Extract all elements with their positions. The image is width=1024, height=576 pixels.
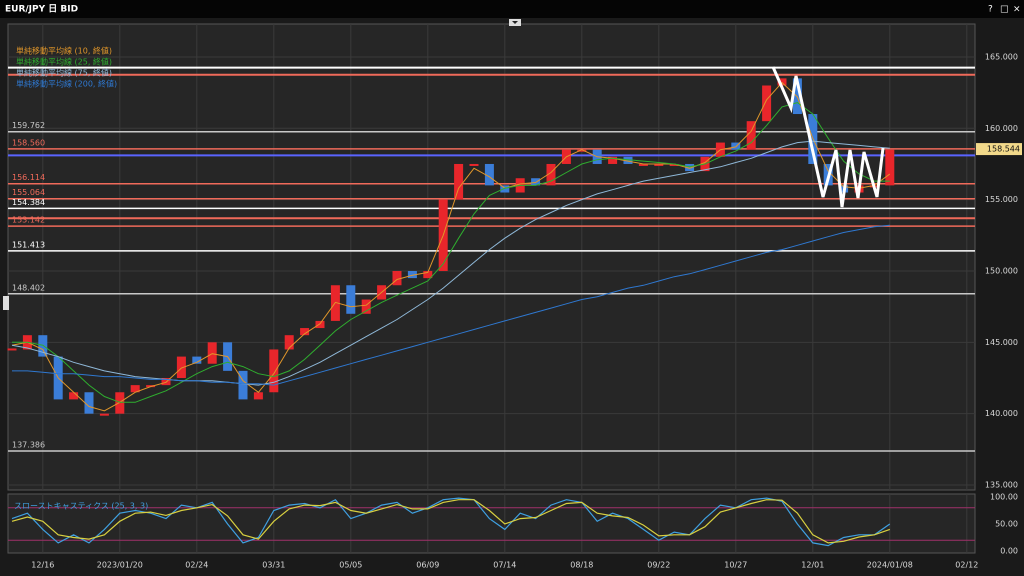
pattern-drawing	[771, 66, 885, 208]
candle	[885, 149, 895, 186]
x-tick-label: 08/18	[570, 561, 593, 570]
last-price-box	[976, 143, 1022, 156]
candle	[746, 121, 756, 150]
candle	[669, 163, 679, 166]
moving-average-line	[12, 102, 890, 403]
maximize-button[interactable]: □	[1000, 5, 1009, 15]
x-tick-label: 09/22	[647, 561, 670, 570]
candle	[577, 149, 587, 152]
x-tick-label: 05/05	[339, 561, 362, 570]
candle	[207, 342, 217, 364]
candle	[608, 156, 618, 164]
candle	[685, 163, 695, 172]
candle	[253, 392, 263, 400]
candle	[300, 328, 310, 336]
title-bar	[0, 0, 1024, 18]
candle	[176, 356, 186, 378]
candle	[7, 348, 17, 351]
level-label: 153.142	[12, 216, 45, 225]
candle	[792, 78, 802, 115]
y-tick-label: 145.000	[985, 338, 1018, 347]
level-label: 158.560	[12, 138, 45, 147]
candle	[731, 142, 741, 150]
candle	[192, 356, 202, 364]
y-tick-label: 140.000	[985, 409, 1018, 418]
x-tick-label: 10/27	[724, 561, 747, 570]
candle	[130, 385, 140, 393]
stochastic-line	[11, 499, 890, 544]
level-label: 151.413	[12, 240, 45, 249]
moving-average-line	[11, 140, 890, 386]
y-tick-label: 165.000	[985, 52, 1018, 61]
candle	[284, 335, 294, 350]
x-tick-label: 2024/01/08	[867, 561, 913, 570]
candle	[762, 85, 772, 122]
legend-entry: 単純移動平均線 (25, 終値)	[16, 57, 112, 67]
candle	[84, 392, 94, 414]
level-label: 156.114	[12, 173, 45, 182]
candle	[531, 178, 541, 186]
candle	[361, 299, 371, 314]
x-tick-label: 02/24	[185, 561, 208, 570]
collapse-icon	[512, 21, 518, 24]
side-tab[interactable]	[3, 296, 9, 310]
candle	[38, 335, 48, 357]
candle	[423, 270, 433, 279]
x-tick-label: 06/09	[416, 561, 439, 570]
candle	[269, 349, 279, 393]
y-tick-label: 150.000	[985, 266, 1018, 275]
candle	[69, 392, 79, 400]
moving-average-line	[11, 81, 891, 412]
candle	[623, 156, 633, 164]
last-price-label: 158.544	[987, 145, 1020, 154]
legend-entry: 単純移動平均線 (200, 終値)	[16, 79, 117, 89]
y-tick-label: 135.000	[985, 481, 1018, 490]
main-panel	[7, 23, 976, 491]
candle	[315, 320, 325, 329]
x-tick-label: 2023/01/20	[97, 561, 143, 570]
y-tick-label: 50.00	[995, 520, 1018, 529]
candle	[407, 270, 417, 279]
level-label: 154.384	[12, 198, 45, 207]
y-tick-label: 100.00	[990, 493, 1018, 502]
candle	[500, 185, 510, 193]
x-tick-label: 12/16	[31, 561, 54, 570]
candle	[238, 370, 248, 400]
legend-entry: 単純移動平均線 (10, 終値)	[16, 46, 112, 56]
stochastic-line	[11, 497, 891, 547]
candle	[392, 270, 402, 286]
candle	[454, 163, 464, 200]
candle	[654, 163, 664, 166]
window-title: EUR/JPY 日 BID	[5, 4, 78, 15]
legend-entry: 単純移動平均線 (75, 終値)	[16, 68, 112, 78]
x-tick-label: 07/14	[493, 561, 516, 570]
candle	[546, 163, 556, 186]
level-label: 148.402	[12, 283, 45, 292]
candle	[484, 163, 494, 186]
help-button[interactable]: ?	[988, 5, 993, 15]
close-button[interactable]: ×	[1013, 5, 1021, 15]
x-tick-label: 03/31	[262, 561, 285, 570]
stochastic-title: スローストキャスティクス (25, 3, 3)	[14, 502, 148, 511]
y-tick-label: 160.000	[985, 124, 1018, 133]
plot-layer: 12/16 2023/01/20 02/24 03/31 05/05 06/09 07/14…	[7, 24, 1022, 570]
level-label: 159.762	[12, 121, 45, 130]
moving-average-line	[12, 224, 890, 386]
level-label: 155.064	[12, 188, 45, 197]
y-tick-label: 0.00	[1000, 547, 1018, 556]
y-tick-label: 155.000	[985, 195, 1018, 204]
candle	[638, 163, 648, 166]
candle	[99, 413, 109, 416]
level-label: 137.386	[12, 440, 45, 449]
candle	[161, 377, 171, 386]
x-tick-label: 12/01	[801, 561, 824, 570]
candle	[469, 163, 479, 166]
candle	[346, 285, 356, 314]
candle	[115, 392, 125, 414]
x-tick-label: 02/12	[955, 561, 978, 570]
